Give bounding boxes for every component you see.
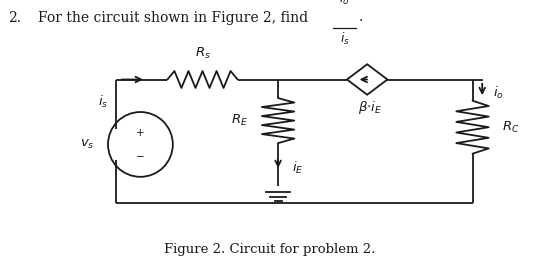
Text: 2.: 2. [8,11,21,25]
Text: $\beta{\cdot}i_E$: $\beta{\cdot}i_E$ [358,99,382,116]
Text: $i_o$: $i_o$ [339,0,350,7]
Text: $i_o$: $i_o$ [493,85,504,101]
Text: Figure 2. Circuit for problem 2.: Figure 2. Circuit for problem 2. [164,243,376,256]
Text: $R_C$: $R_C$ [502,120,520,135]
Text: −: − [136,152,145,162]
Text: $i_s$: $i_s$ [98,94,108,110]
Text: $R_E$: $R_E$ [231,113,248,128]
Text: +: + [136,128,145,138]
Text: $i_s$: $i_s$ [340,30,349,47]
Text: .: . [359,10,363,24]
Text: For the circuit shown in Figure 2, find: For the circuit shown in Figure 2, find [38,11,308,25]
Text: $R_s$: $R_s$ [194,46,211,61]
Text: $i_E$: $i_E$ [292,160,303,176]
Text: $v_s$: $v_s$ [80,138,94,151]
